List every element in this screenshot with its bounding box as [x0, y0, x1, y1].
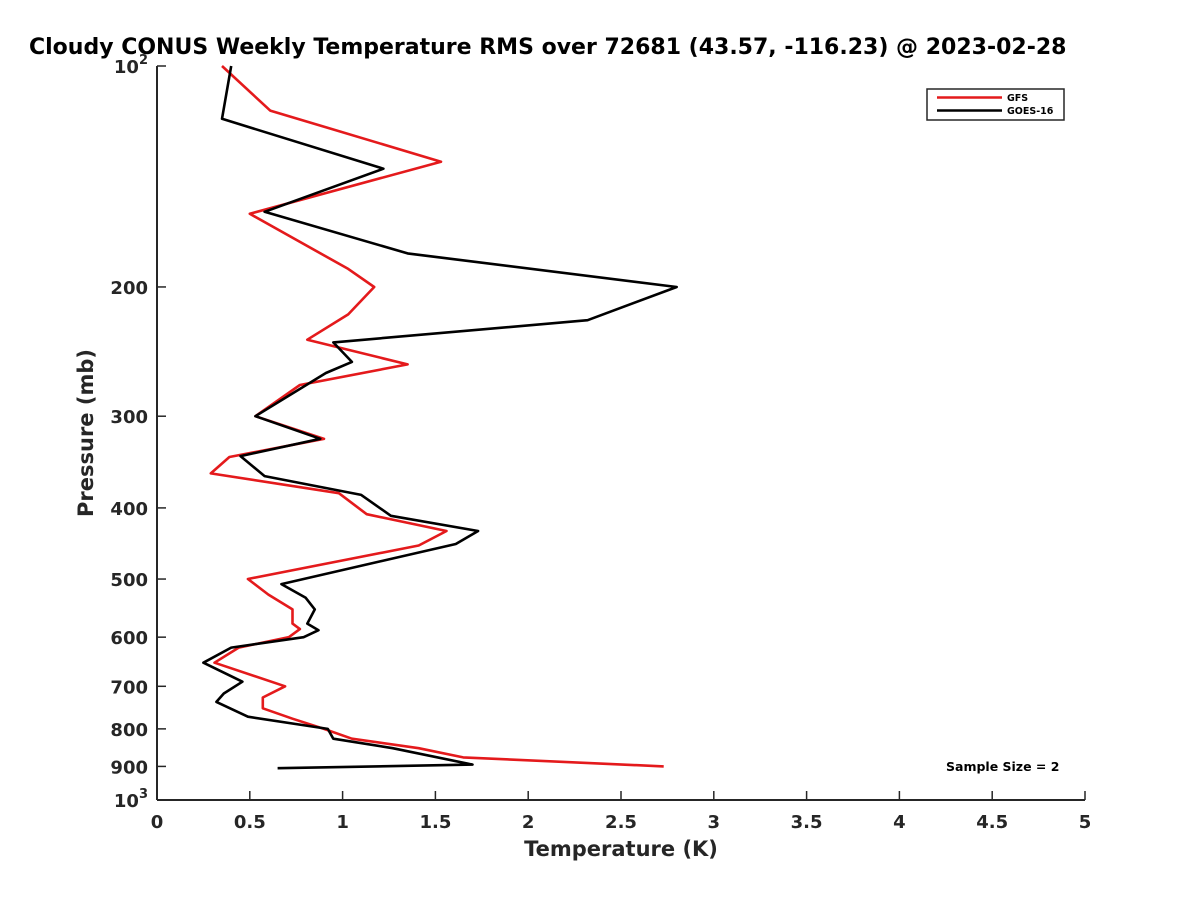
legend-box	[926, 88, 1065, 121]
x-tick-label: 2	[522, 812, 535, 833]
series-group	[202, 65, 679, 770]
x-axis-label: Temperature (K)	[524, 837, 718, 861]
x-tick-label: 0	[151, 812, 164, 833]
y-tick-label: 300	[110, 407, 148, 428]
sample-size-annotation: Sample Size = 2	[946, 759, 1059, 774]
y-tick-label: 400	[110, 499, 148, 520]
legend-label-gfs: GFS	[1007, 93, 1028, 104]
x-tick-label: 1	[336, 812, 349, 833]
x-tick-label: 3	[708, 812, 721, 833]
y-tick-label: 700	[110, 677, 148, 698]
y-tick-label: 200	[110, 278, 148, 299]
legend-label-goes16: GOES-16	[1007, 106, 1054, 117]
y-tick-label: 800	[110, 720, 148, 741]
chart-title: Cloudy CONUS Weekly Temperature RMS over…	[29, 35, 1066, 60]
y-tick-label: 600	[110, 628, 148, 649]
y-axis-label: Pressure (mb)	[74, 349, 98, 517]
y-ticks: 102 200 300 400 500 600 700 800 900 103	[110, 53, 166, 812]
x-tick-label: 4	[893, 812, 906, 833]
x-tick-label: 0.5	[234, 812, 266, 833]
series-line-gfs	[209, 65, 664, 768]
x-tick-label: 4.5	[976, 812, 1008, 833]
x-tick-label: 1.5	[419, 812, 451, 833]
series-line-goes16	[202, 65, 679, 770]
x-tick-label: 3.5	[791, 812, 823, 833]
y-tick-label: 500	[110, 570, 148, 591]
y-tick-label: 102	[114, 53, 148, 78]
x-ticks: 0 0.5 1 1.5 2 2.5 3 3.5 4 4.5 5	[151, 791, 1092, 833]
legend: GFS GOES-16	[926, 88, 1065, 121]
axes	[156, 66, 1085, 801]
x-tick-label: 5	[1079, 812, 1092, 833]
y-tick-label: 103	[114, 787, 148, 812]
x-tick-label: 2.5	[605, 812, 637, 833]
y-tick-label: 900	[110, 757, 148, 778]
